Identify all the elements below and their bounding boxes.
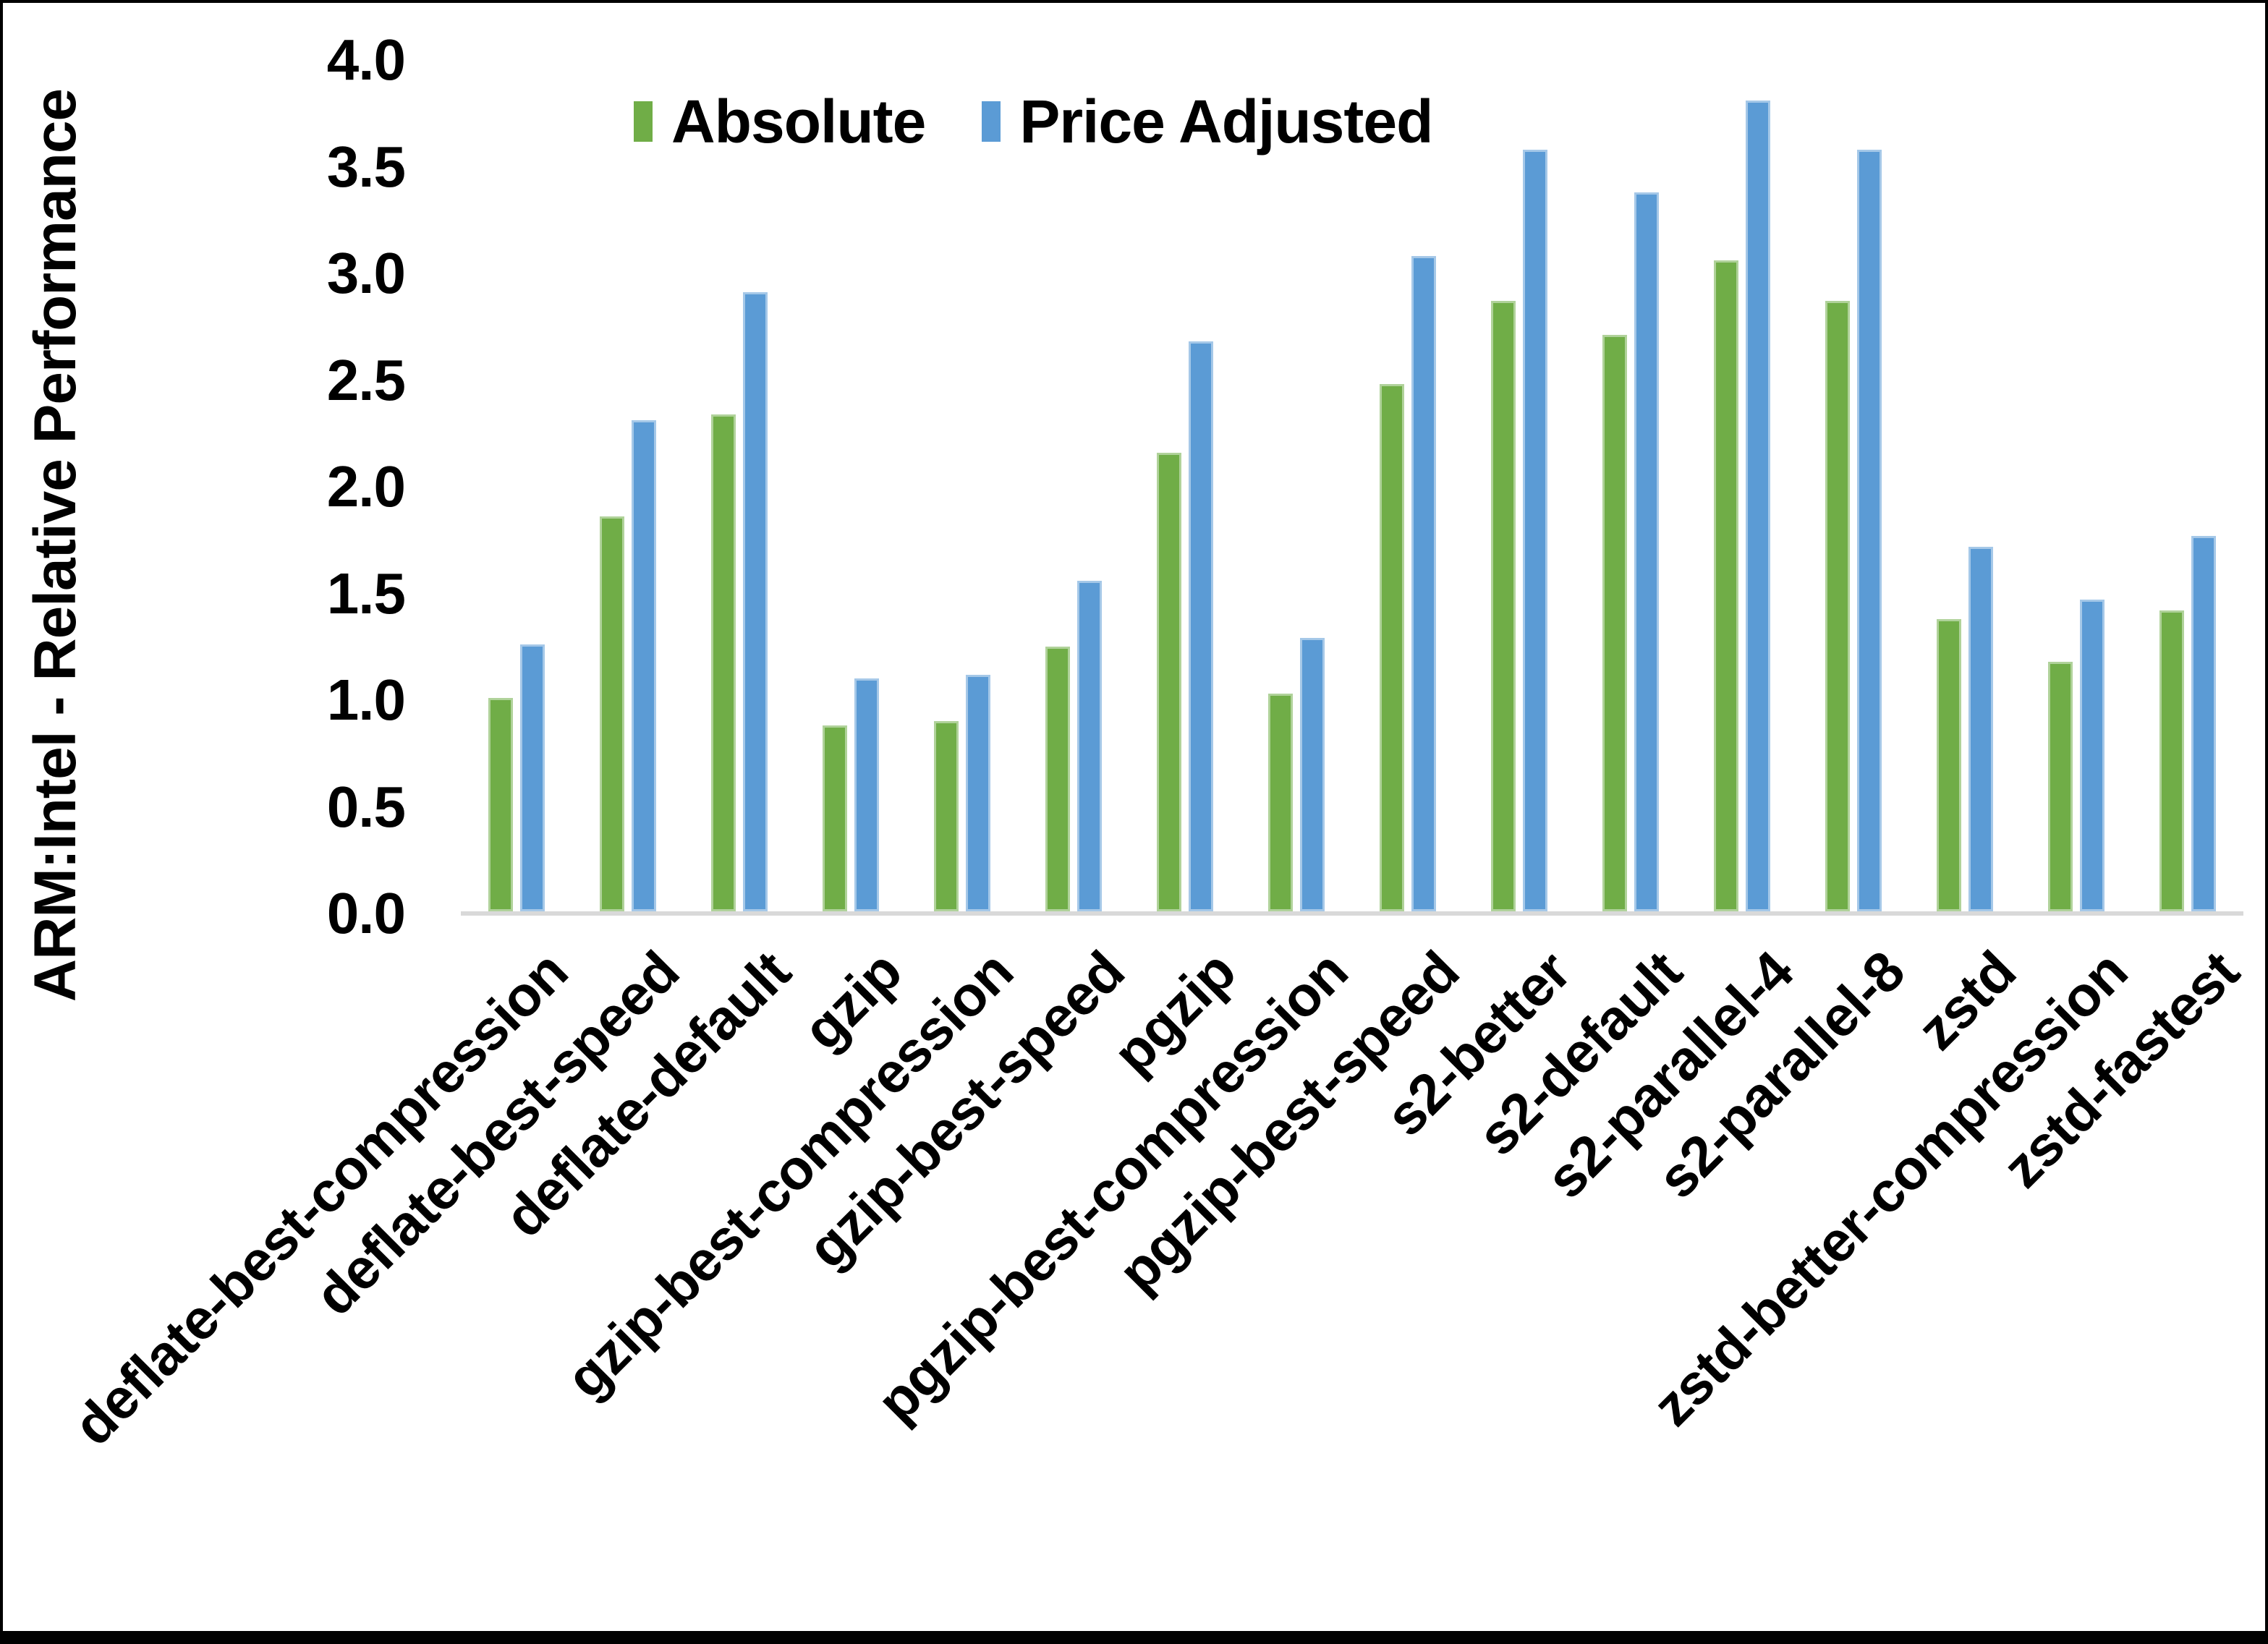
- legend: Absolute Price Adjusted: [634, 88, 1433, 156]
- bar-price-adjusted-pgzip: [1189, 341, 1213, 911]
- bar-price-adjusted-zstd-fastest: [2191, 536, 2216, 911]
- y-tick-label-0.5: 0.5: [326, 774, 406, 839]
- bar-price-adjusted-gzip-best-compression: [966, 675, 990, 911]
- bar-price-adjusted-pgzip-best-compression: [1300, 638, 1325, 911]
- y-axis-title: ARM:Intel - Relative Performance: [22, 88, 88, 1002]
- bar-absolute-zstd-better-compression: [2048, 662, 2073, 911]
- bar-absolute-pgzip-best-compression: [1268, 694, 1293, 911]
- bar-price-adjusted-s2-parallel-4: [1746, 101, 1770, 911]
- legend-label-absolute: Absolute: [671, 88, 926, 156]
- bar-absolute-s2-parallel-8: [1825, 301, 1850, 911]
- bar-price-adjusted-pgzip-best-speed: [1411, 256, 1436, 911]
- bar-absolute-zstd: [1937, 619, 1961, 911]
- bar-absolute-deflate-default: [711, 414, 736, 911]
- bar-absolute-pgzip-best-speed: [1380, 384, 1404, 911]
- legend-swatch-price-adjusted: [982, 101, 1001, 142]
- y-tick-label-0.0: 0.0: [326, 881, 406, 945]
- legend-swatch-absolute: [634, 101, 653, 142]
- legend-item-absolute: Absolute: [634, 88, 926, 156]
- y-tick-label-3.0: 3.0: [326, 241, 406, 305]
- bar-absolute-deflate-best-compression: [488, 698, 513, 911]
- bar-absolute-gzip: [823, 725, 847, 911]
- y-tick-label-2.5: 2.5: [326, 347, 406, 412]
- y-tick-label-3.5: 3.5: [326, 134, 406, 199]
- y-tick-label-2.0: 2.0: [326, 454, 406, 519]
- legend-label-price-adjusted: Price Adjusted: [1019, 88, 1433, 156]
- y-tick-label-1.5: 1.5: [326, 561, 406, 626]
- y-tick-label-1.0: 1.0: [326, 668, 406, 732]
- bar-absolute-zstd-fastest: [2159, 610, 2184, 911]
- bar-absolute-deflate-best-speed: [600, 516, 624, 911]
- bar-chart: ARM:Intel - Relative Performance Absolut…: [3, 3, 2265, 1631]
- bar-absolute-pgzip: [1157, 453, 1181, 911]
- bar-absolute-gzip-best-compression: [934, 721, 959, 911]
- bar-price-adjusted-zstd: [1968, 547, 1993, 911]
- bar-price-adjusted-deflate-best-compression: [520, 644, 545, 911]
- bar-absolute-s2-better: [1491, 301, 1516, 911]
- bar-absolute-s2-parallel-4: [1714, 260, 1738, 911]
- bar-price-adjusted-zstd-better-compression: [2080, 600, 2105, 911]
- bar-price-adjusted-gzip: [854, 678, 879, 911]
- bar-price-adjusted-gzip-best-speed: [1077, 581, 1102, 911]
- bar-absolute-s2-default: [1602, 335, 1627, 911]
- bar-price-adjusted-s2-better: [1523, 150, 1547, 911]
- bar-price-adjusted-s2-default: [1634, 192, 1659, 911]
- x-axis-line: [461, 911, 2243, 916]
- bar-absolute-gzip-best-speed: [1045, 647, 1070, 911]
- y-axis-title-box: ARM:Intel - Relative Performance: [16, 32, 95, 1059]
- bar-price-adjusted-deflate-default: [743, 292, 768, 911]
- legend-item-price-adjusted: Price Adjusted: [982, 88, 1433, 156]
- bar-price-adjusted-deflate-best-speed: [632, 420, 656, 911]
- bar-price-adjusted-s2-parallel-8: [1857, 150, 1882, 911]
- y-tick-label-4.0: 4.0: [326, 27, 406, 92]
